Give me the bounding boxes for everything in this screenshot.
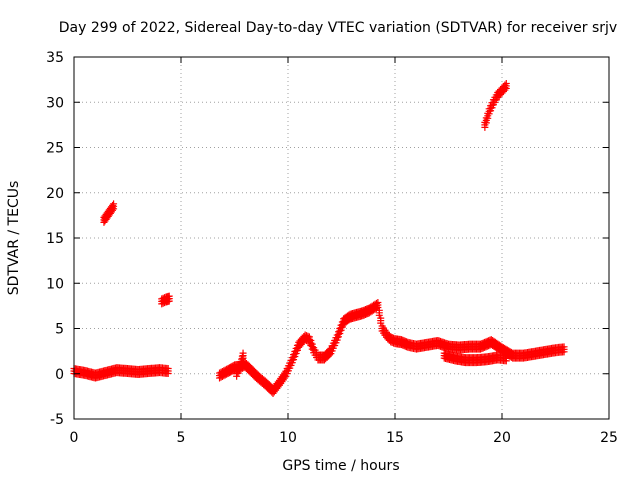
y-tick-label: -5	[50, 412, 64, 428]
data-point	[333, 336, 341, 344]
data-point	[335, 333, 343, 341]
data-point	[234, 369, 242, 377]
y-tick-label: 35	[46, 50, 64, 66]
x-tick-label: 0	[70, 430, 79, 446]
data-point	[338, 323, 346, 331]
data-point	[238, 357, 246, 365]
x-tick-label: 25	[600, 430, 618, 446]
x-tick-label: 10	[279, 430, 297, 446]
x-axis-label: GPS time / hours	[282, 458, 399, 474]
data-points	[70, 79, 568, 397]
data-point	[288, 359, 296, 367]
data-point	[235, 366, 243, 374]
data-point	[336, 330, 344, 338]
data-point	[238, 360, 246, 368]
y-tick-label: 30	[46, 95, 64, 111]
data-segment	[440, 349, 510, 367]
y-tick-label: 10	[46, 276, 64, 292]
grid	[74, 57, 609, 419]
data-point	[109, 206, 117, 214]
data-point	[293, 346, 301, 354]
data-segment	[481, 79, 510, 131]
data-point	[501, 86, 509, 94]
data-point	[239, 354, 247, 362]
data-point	[165, 297, 173, 305]
data-point	[502, 84, 510, 92]
data-point	[233, 372, 241, 380]
data-segment	[158, 292, 173, 308]
y-axis-label: SDTVAR / TECUs	[6, 181, 22, 296]
data-point	[487, 107, 495, 115]
x-tick-label: 15	[386, 430, 404, 446]
y-tick-label: 25	[46, 141, 64, 157]
x-tick-label: 20	[493, 430, 511, 446]
data-segment	[216, 298, 568, 397]
data-point	[488, 104, 496, 112]
data-point	[291, 353, 299, 361]
y-tick-label: 0	[55, 367, 64, 383]
data-point	[485, 110, 493, 118]
data-point	[237, 363, 245, 371]
data-point	[481, 123, 489, 131]
data-segment	[233, 349, 247, 380]
y-tick-label: 15	[46, 231, 64, 247]
data-point	[110, 205, 118, 213]
y-tick-label: 20	[46, 186, 64, 202]
data-point	[337, 326, 345, 334]
data-point	[484, 114, 492, 122]
data-point	[164, 370, 172, 378]
data-point	[482, 119, 490, 127]
data-point	[290, 356, 298, 364]
y-tick-label: 5	[55, 322, 64, 338]
data-segment	[70, 364, 172, 382]
data-point	[326, 351, 334, 359]
x-tick-label: 5	[177, 430, 186, 446]
data-point	[502, 357, 510, 365]
axis-ticks: 0 5 10 15 20 25 -5 0 5 10 15 20 25 30 35	[46, 50, 618, 446]
data-point	[560, 348, 568, 356]
data-point	[292, 349, 300, 357]
chart-title: Day 299 of 2022, Sidereal Day-to-day VTE…	[59, 20, 617, 36]
data-segment	[100, 200, 118, 226]
